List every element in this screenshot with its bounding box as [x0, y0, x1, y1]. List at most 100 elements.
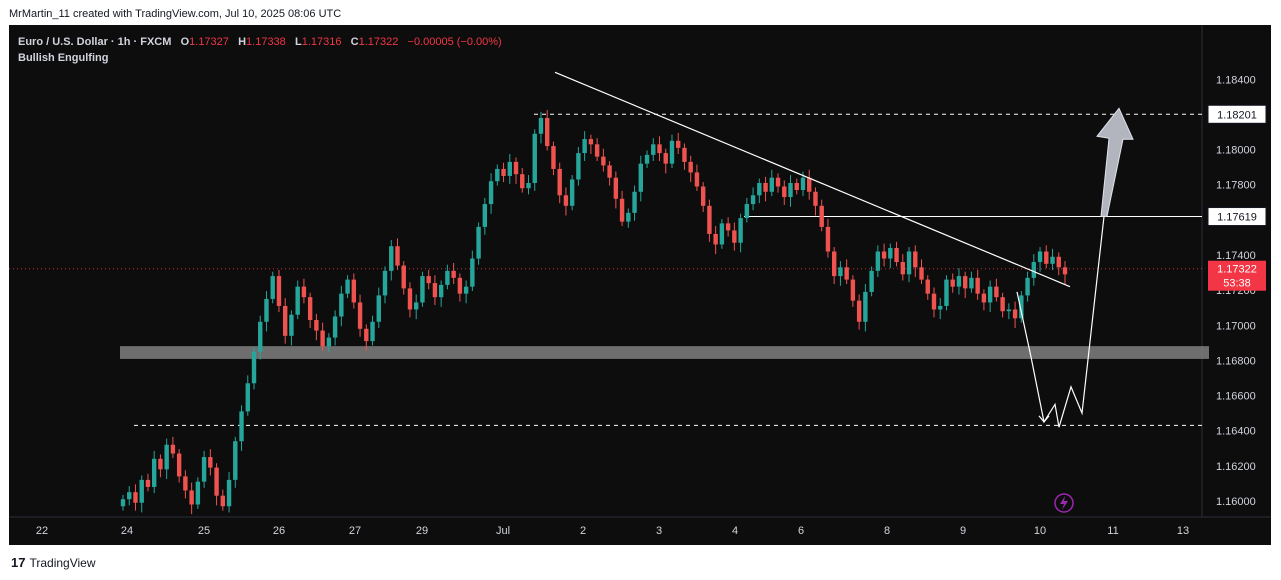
candle-body: [900, 262, 906, 275]
candle-body: [258, 321, 263, 352]
candle-body: [226, 479, 232, 507]
candle-body: [875, 251, 881, 271]
price-badge: [1208, 260, 1266, 291]
candle-body: [607, 165, 612, 178]
open-label: O: [180, 36, 190, 48]
candle-body: [651, 144, 656, 155]
candle-body: [208, 457, 213, 468]
candle-body: [582, 139, 587, 154]
candle-body: [127, 492, 132, 500]
chart-area[interactable]: 1.18400 1.18000 1.17800 1.17400 1.17200 1.170…: [9, 25, 1271, 545]
candle-body: [164, 444, 169, 470]
candle-body: [644, 154, 650, 164]
projection-arrowhead: [1038, 415, 1050, 423]
candle-body: [563, 195, 569, 206]
candle-body: [950, 279, 955, 287]
candle-body: [214, 467, 219, 496]
candle-body: [831, 251, 837, 277]
candle-body: [969, 277, 974, 289]
candle-body: [1031, 262, 1037, 278]
candle-body: [183, 476, 188, 491]
candle-body: [788, 182, 793, 198]
candle-body: [320, 330, 325, 347]
candle-body: [538, 117, 544, 134]
candle-body: [981, 293, 987, 303]
candle-body: [1006, 309, 1012, 312]
candle-body: [339, 293, 344, 317]
candle-body: [975, 277, 980, 294]
x-tick-label: 24: [121, 525, 133, 537]
candle-body: [956, 276, 962, 287]
x-tick-label: 11: [1107, 525, 1118, 537]
candle-body: [357, 302, 363, 329]
candle-body: [445, 270, 450, 285]
x-tick-label: 25: [198, 525, 210, 537]
candle-body: [725, 223, 731, 231]
candle-body: [476, 226, 481, 259]
candle-body: [195, 481, 201, 505]
lightning-bolt-glyph: [1060, 496, 1068, 510]
x-tick-label: 26: [273, 525, 285, 537]
y-tick-label: 1.16200: [1216, 461, 1256, 473]
x-tick-label: 9: [960, 525, 966, 537]
candle-body: [401, 265, 406, 289]
candle-body: [451, 270, 456, 278]
candle-body: [488, 181, 494, 205]
candle-body: [470, 258, 475, 287]
candle-body: [364, 328, 369, 342]
x-tick-label: Jul: [496, 525, 510, 537]
candle-body: [626, 212, 631, 222]
candle-body: [495, 168, 500, 182]
candle-body: [395, 246, 400, 266]
candle-body: [176, 453, 182, 477]
candle-body: [520, 174, 525, 189]
x-tick-label: 27: [349, 525, 361, 537]
candle-body: [757, 182, 762, 196]
x-tick-label: 2: [580, 525, 586, 537]
y-tick-label: 1.17400: [1216, 250, 1256, 262]
candle-body: [663, 153, 668, 164]
candle-body: [694, 172, 700, 187]
candle-body: [1000, 297, 1005, 312]
candle-body: [819, 205, 824, 227]
candle-body: [688, 161, 693, 173]
candle-body: [532, 133, 537, 183]
candle-body: [145, 479, 151, 487]
candle-body: [850, 279, 856, 301]
candle-body: [707, 205, 712, 234]
candle-body: [987, 286, 993, 303]
candle-body: [314, 320, 319, 331]
projection-path: [1016, 216, 1105, 428]
symbol-label[interactable]: Euro / U.S. Dollar · 1h · FXCM: [18, 36, 172, 48]
y-tick-label: 1.17000: [1216, 320, 1256, 332]
tradingview-brand[interactable]: 17 TradingView: [11, 555, 96, 570]
candle-body: [438, 284, 444, 298]
x-tick-label: 10: [1034, 525, 1046, 537]
candle-body: [139, 479, 144, 503]
candle-body: [807, 177, 812, 192]
candle-body: [769, 177, 774, 192]
candle-body: [1019, 295, 1024, 319]
candle-body: [332, 316, 338, 338]
candle-body: [407, 288, 413, 310]
candle-body: [632, 191, 637, 213]
candle-body: [913, 251, 918, 268]
candle-body: [881, 251, 887, 259]
candle-body: [669, 140, 675, 164]
x-tick-label: 3: [656, 525, 662, 537]
candle-body: [800, 177, 806, 191]
lightning-bolt-icon: [1054, 493, 1074, 513]
candle-body: [133, 492, 138, 503]
candle-body: [295, 286, 300, 315]
candle-body: [264, 298, 269, 322]
candle-body: [782, 186, 787, 198]
y-tick-label: 1.17800: [1216, 180, 1256, 192]
candle-body: [1012, 309, 1018, 319]
candle-body: [738, 218, 743, 243]
y-tick-label: 1.16000: [1216, 496, 1256, 508]
pattern-label[interactable]: Bullish Engulfing: [18, 52, 109, 64]
candle-body: [376, 295, 381, 322]
candle-body: [1044, 251, 1049, 264]
candle-body: [426, 276, 431, 284]
chart-canvas[interactable]: 1.184001.180001.178001.174001.172001.170…: [9, 25, 1271, 545]
